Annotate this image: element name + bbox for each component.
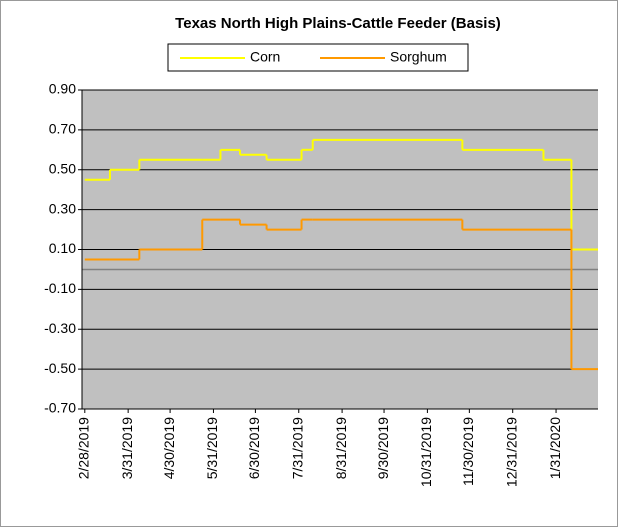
x-tick-label: 10/31/2019 — [418, 417, 434, 487]
y-tick-label: -0.10 — [44, 280, 76, 296]
y-tick-label: 0.90 — [49, 81, 76, 97]
x-tick-label: 7/31/2019 — [289, 417, 305, 479]
y-tick-label: 0.70 — [49, 121, 76, 137]
x-tick-label: 11/30/2019 — [460, 417, 476, 486]
x-tick-label: 3/31/2019 — [119, 417, 135, 479]
chart-title: Texas North High Plains-Cattle Feeder (B… — [175, 15, 501, 32]
y-tick-label: -0.30 — [44, 320, 76, 336]
y-tick-label: 0.50 — [49, 160, 76, 176]
x-tick-label: 9/30/2019 — [375, 417, 391, 479]
x-tick-label: 5/31/2019 — [204, 417, 220, 479]
x-tick-label: 12/31/2019 — [503, 417, 519, 487]
x-tick-label: 4/30/2019 — [161, 417, 177, 479]
x-tick-label: 6/30/2019 — [246, 417, 262, 479]
x-tick-label: 1/31/2020 — [547, 417, 563, 479]
legend-label: Corn — [250, 49, 280, 65]
y-tick-label: 0.30 — [49, 200, 76, 216]
x-tick-label: 8/31/2019 — [333, 417, 349, 479]
legend-label: Sorghum — [390, 49, 447, 65]
y-tick-label: -0.70 — [44, 400, 76, 416]
x-tick-label: 2/28/2019 — [75, 417, 91, 479]
y-tick-label: 0.10 — [49, 240, 76, 256]
y-tick-label: -0.50 — [44, 360, 76, 376]
